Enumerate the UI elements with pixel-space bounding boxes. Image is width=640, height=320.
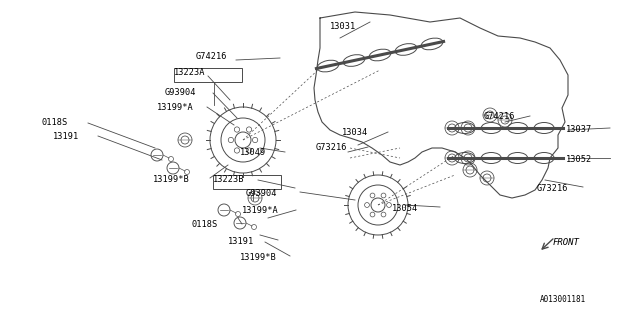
Text: 13223B: 13223B [213,175,244,184]
Text: 13054: 13054 [392,204,419,213]
Text: 0118S: 0118S [42,118,68,127]
Text: G74216: G74216 [484,112,515,121]
Text: G93904: G93904 [246,189,278,198]
Text: 13223A: 13223A [174,68,205,77]
Text: 13052: 13052 [566,155,592,164]
Text: 13199*B: 13199*B [240,253,276,262]
Text: 0118S: 0118S [192,220,218,229]
Text: FRONT: FRONT [553,238,580,247]
Text: G73216: G73216 [537,184,568,193]
Text: G93904: G93904 [165,88,196,97]
Text: 13191: 13191 [228,237,254,246]
Text: 13031: 13031 [330,22,356,31]
Text: 13199*A: 13199*A [242,206,279,215]
Text: A013001181: A013001181 [540,295,586,304]
Text: G74216: G74216 [196,52,227,61]
Text: 13191: 13191 [53,132,79,141]
Text: 13199*B: 13199*B [153,175,189,184]
Text: 13034: 13034 [342,128,368,137]
Text: 13049: 13049 [240,148,266,157]
Text: 13199*A: 13199*A [157,103,194,112]
Text: G73216: G73216 [316,143,348,152]
Text: 13037: 13037 [566,125,592,134]
